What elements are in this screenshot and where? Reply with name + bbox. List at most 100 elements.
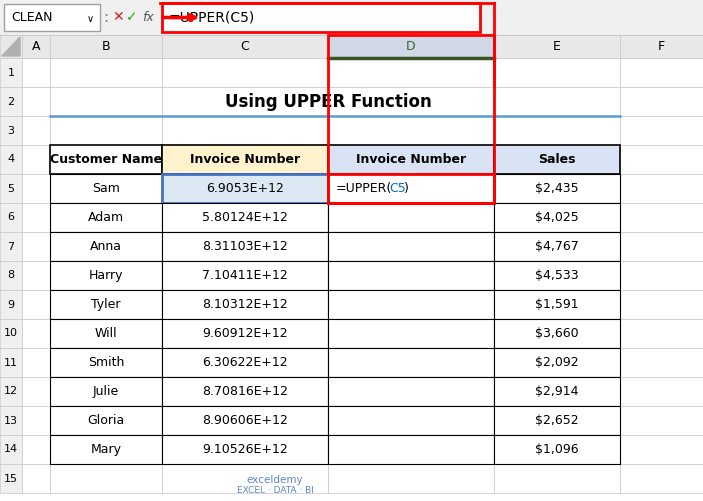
Text: B: B bbox=[102, 40, 110, 53]
Bar bbox=[162, 319, 328, 348]
Text: Invoice Number: Invoice Number bbox=[190, 153, 300, 166]
Bar bbox=[620, 261, 703, 290]
Bar bbox=[494, 232, 620, 261]
Text: Smith: Smith bbox=[88, 356, 124, 369]
Text: Will: Will bbox=[95, 327, 117, 340]
Text: 9.10526E+12: 9.10526E+12 bbox=[202, 443, 288, 456]
Bar bbox=[162, 58, 328, 87]
Bar bbox=[50, 232, 162, 261]
Bar bbox=[494, 319, 620, 348]
Text: $1,096: $1,096 bbox=[535, 443, 579, 456]
Text: 4: 4 bbox=[8, 154, 15, 164]
Bar bbox=[494, 174, 620, 203]
Bar bbox=[328, 174, 494, 203]
Bar bbox=[50, 174, 162, 203]
Bar bbox=[50, 35, 162, 58]
Bar bbox=[162, 87, 328, 116]
Bar bbox=[328, 145, 494, 174]
Bar bbox=[162, 319, 328, 348]
Bar bbox=[620, 58, 703, 87]
Bar bbox=[0, 116, 22, 145]
Text: CLEAN: CLEAN bbox=[11, 11, 53, 24]
Bar bbox=[50, 377, 162, 406]
Bar bbox=[50, 319, 162, 348]
Bar bbox=[0, 261, 22, 290]
Text: EXCEL · DATA · BI: EXCEL · DATA · BI bbox=[237, 486, 314, 495]
Text: $2,435: $2,435 bbox=[535, 182, 579, 195]
Bar bbox=[50, 406, 162, 435]
Text: Mary: Mary bbox=[91, 443, 122, 456]
Bar bbox=[0, 348, 22, 377]
Bar bbox=[494, 290, 620, 319]
Bar bbox=[162, 3, 480, 32]
Bar bbox=[620, 174, 703, 203]
Text: Sam: Sam bbox=[92, 182, 120, 195]
Text: =UPPER(C5): =UPPER(C5) bbox=[168, 11, 254, 25]
Bar bbox=[162, 348, 328, 377]
Text: $1,591: $1,591 bbox=[535, 298, 579, 311]
Bar bbox=[22, 348, 50, 377]
Bar bbox=[328, 348, 494, 377]
Bar bbox=[22, 35, 50, 58]
Bar bbox=[0, 58, 22, 87]
Bar bbox=[162, 145, 328, 174]
Text: C5: C5 bbox=[389, 182, 406, 195]
Bar bbox=[620, 116, 703, 145]
Bar bbox=[328, 319, 494, 348]
Text: :: : bbox=[103, 10, 108, 25]
Bar bbox=[328, 35, 494, 203]
Bar bbox=[22, 261, 50, 290]
Text: fx: fx bbox=[142, 11, 154, 24]
Bar bbox=[328, 35, 494, 58]
Bar bbox=[162, 116, 328, 145]
Bar bbox=[328, 58, 494, 87]
Bar bbox=[494, 87, 620, 116]
Bar bbox=[494, 261, 620, 290]
Bar bbox=[50, 319, 162, 348]
Text: ✕: ✕ bbox=[112, 11, 124, 25]
Bar bbox=[494, 406, 620, 435]
Text: ✓: ✓ bbox=[126, 11, 138, 25]
Bar bbox=[162, 406, 328, 435]
Bar bbox=[620, 203, 703, 232]
Bar bbox=[22, 435, 50, 464]
Bar bbox=[494, 406, 620, 435]
Bar bbox=[0, 464, 22, 493]
Bar bbox=[494, 35, 620, 58]
Text: 8.31103E+12: 8.31103E+12 bbox=[202, 240, 288, 253]
Bar bbox=[22, 87, 50, 116]
Text: 13: 13 bbox=[4, 415, 18, 425]
Text: 7.10411E+12: 7.10411E+12 bbox=[202, 269, 288, 282]
Text: 5: 5 bbox=[8, 183, 15, 193]
Bar bbox=[50, 290, 162, 319]
Bar bbox=[494, 58, 620, 87]
Bar bbox=[494, 435, 620, 464]
Bar bbox=[162, 435, 328, 464]
Text: Invoice Number: Invoice Number bbox=[356, 153, 466, 166]
Bar bbox=[50, 406, 162, 435]
Text: E: E bbox=[553, 40, 561, 53]
Bar bbox=[494, 348, 620, 377]
Bar bbox=[494, 348, 620, 377]
Bar bbox=[328, 290, 494, 319]
Bar bbox=[0, 35, 22, 58]
Bar bbox=[328, 290, 494, 319]
Text: $2,914: $2,914 bbox=[535, 385, 579, 398]
Text: 8.90606E+12: 8.90606E+12 bbox=[202, 414, 288, 427]
Bar bbox=[22, 174, 50, 203]
Text: $2,652: $2,652 bbox=[535, 414, 579, 427]
Bar bbox=[494, 290, 620, 319]
Bar bbox=[50, 261, 162, 290]
Bar bbox=[494, 116, 620, 145]
Bar bbox=[328, 435, 494, 464]
Bar bbox=[162, 290, 328, 319]
Bar bbox=[494, 319, 620, 348]
Text: F: F bbox=[658, 40, 665, 53]
Bar bbox=[162, 174, 328, 203]
Bar bbox=[620, 290, 703, 319]
Bar bbox=[328, 406, 494, 435]
Text: 6.9053E+12: 6.9053E+12 bbox=[206, 182, 284, 195]
Bar bbox=[494, 464, 620, 493]
Bar bbox=[162, 203, 328, 232]
Bar bbox=[22, 145, 50, 174]
